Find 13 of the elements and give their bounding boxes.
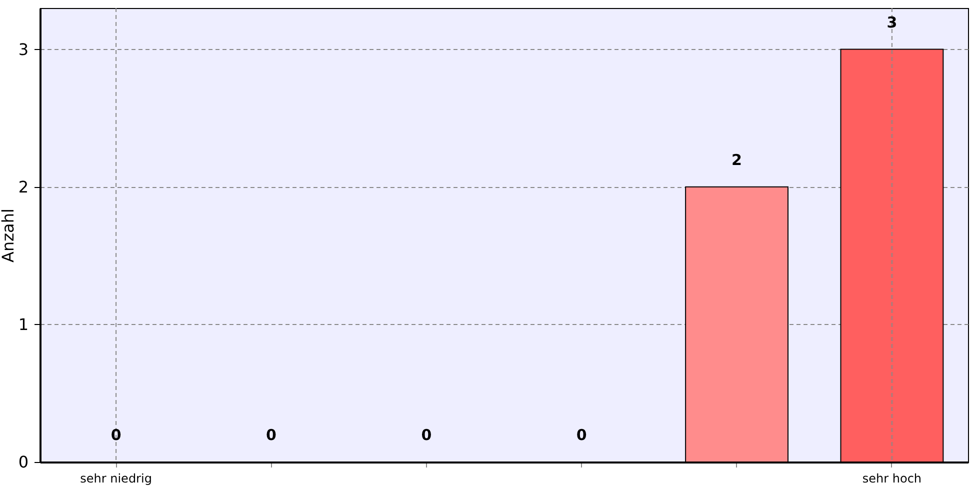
data-label: 0 — [110, 426, 122, 444]
y-tick-label: 1 — [18, 314, 28, 334]
y-tick-label: 2 — [18, 177, 28, 196]
y-axis-title: Anzahl — [0, 208, 18, 262]
data-label: 2 — [732, 150, 742, 169]
y-tick-label: 3 — [18, 40, 28, 59]
data-label: 0 — [266, 426, 276, 444]
x-tick-label: sehr niedrig — [80, 472, 152, 486]
data-label: 0 — [576, 426, 587, 444]
data-label: 0 — [421, 426, 432, 444]
data-label: 3 — [886, 13, 898, 32]
y-tick-label: 0 — [18, 452, 28, 472]
x-tick-label: sehr hoch — [862, 472, 922, 486]
